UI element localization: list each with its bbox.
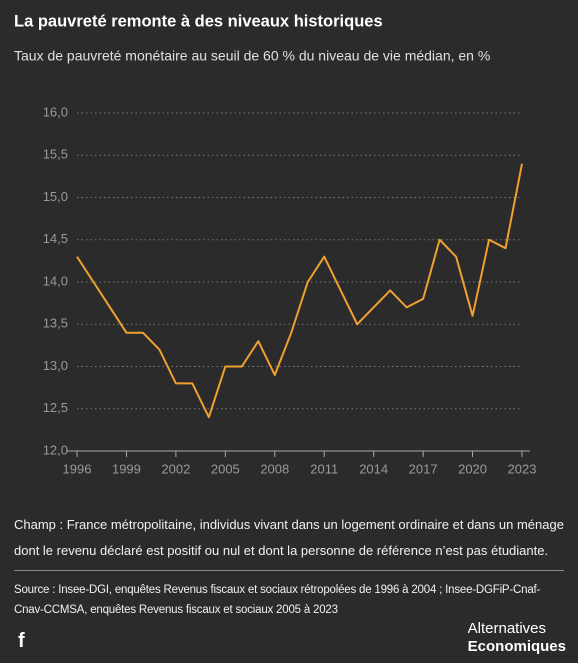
x-tick-label: 2020 [458, 461, 487, 476]
scope-note: Champ : France métropolitaine, individus… [14, 517, 564, 558]
y-tick-label: 14,0 [43, 273, 68, 288]
logo: Alternatives Economiques [468, 620, 566, 656]
data-line [76, 163, 523, 419]
y-tick-label: 13,0 [43, 358, 68, 373]
chart: La pauvreté remonte à des niveaux histor… [14, 12, 537, 476]
x-tick-label: 2005 [211, 461, 240, 476]
source-note: Source : Insee-DGI, enquêtes Revenus fis… [14, 584, 541, 616]
y-tick-label: 12,5 [43, 400, 68, 415]
x-tick-label: 2017 [409, 461, 438, 476]
x-tick-label: 2008 [260, 461, 289, 476]
x-tick-label: 2023 [508, 461, 537, 476]
x-tick-label: 2014 [359, 461, 388, 476]
y-tick-label: 15,0 [43, 189, 68, 204]
logo-bottom: Economiques [467, 638, 566, 655]
separator [14, 570, 564, 571]
share-icon[interactable]: f [18, 630, 25, 652]
chart-title: La pauvreté remonte à des niveaux histor… [14, 12, 383, 30]
y-tick-label: 15,5 [43, 147, 68, 162]
x-tick-label: 2002 [161, 461, 190, 476]
y-tick-label: 16,0 [43, 104, 68, 119]
x-tick-label: 1999 [112, 461, 141, 476]
logo-top: Alternatives [467, 620, 547, 637]
y-tick-label: 14,5 [43, 231, 68, 246]
chart-subtitle: Taux de pauvreté monétaire au seuil de 6… [14, 48, 490, 64]
y-tick-label: 13,5 [43, 316, 68, 331]
x-tick-label: 1996 [63, 461, 92, 476]
y-tick-label: 12,0 [43, 442, 68, 457]
x-tick-label: 2011 [310, 461, 338, 476]
